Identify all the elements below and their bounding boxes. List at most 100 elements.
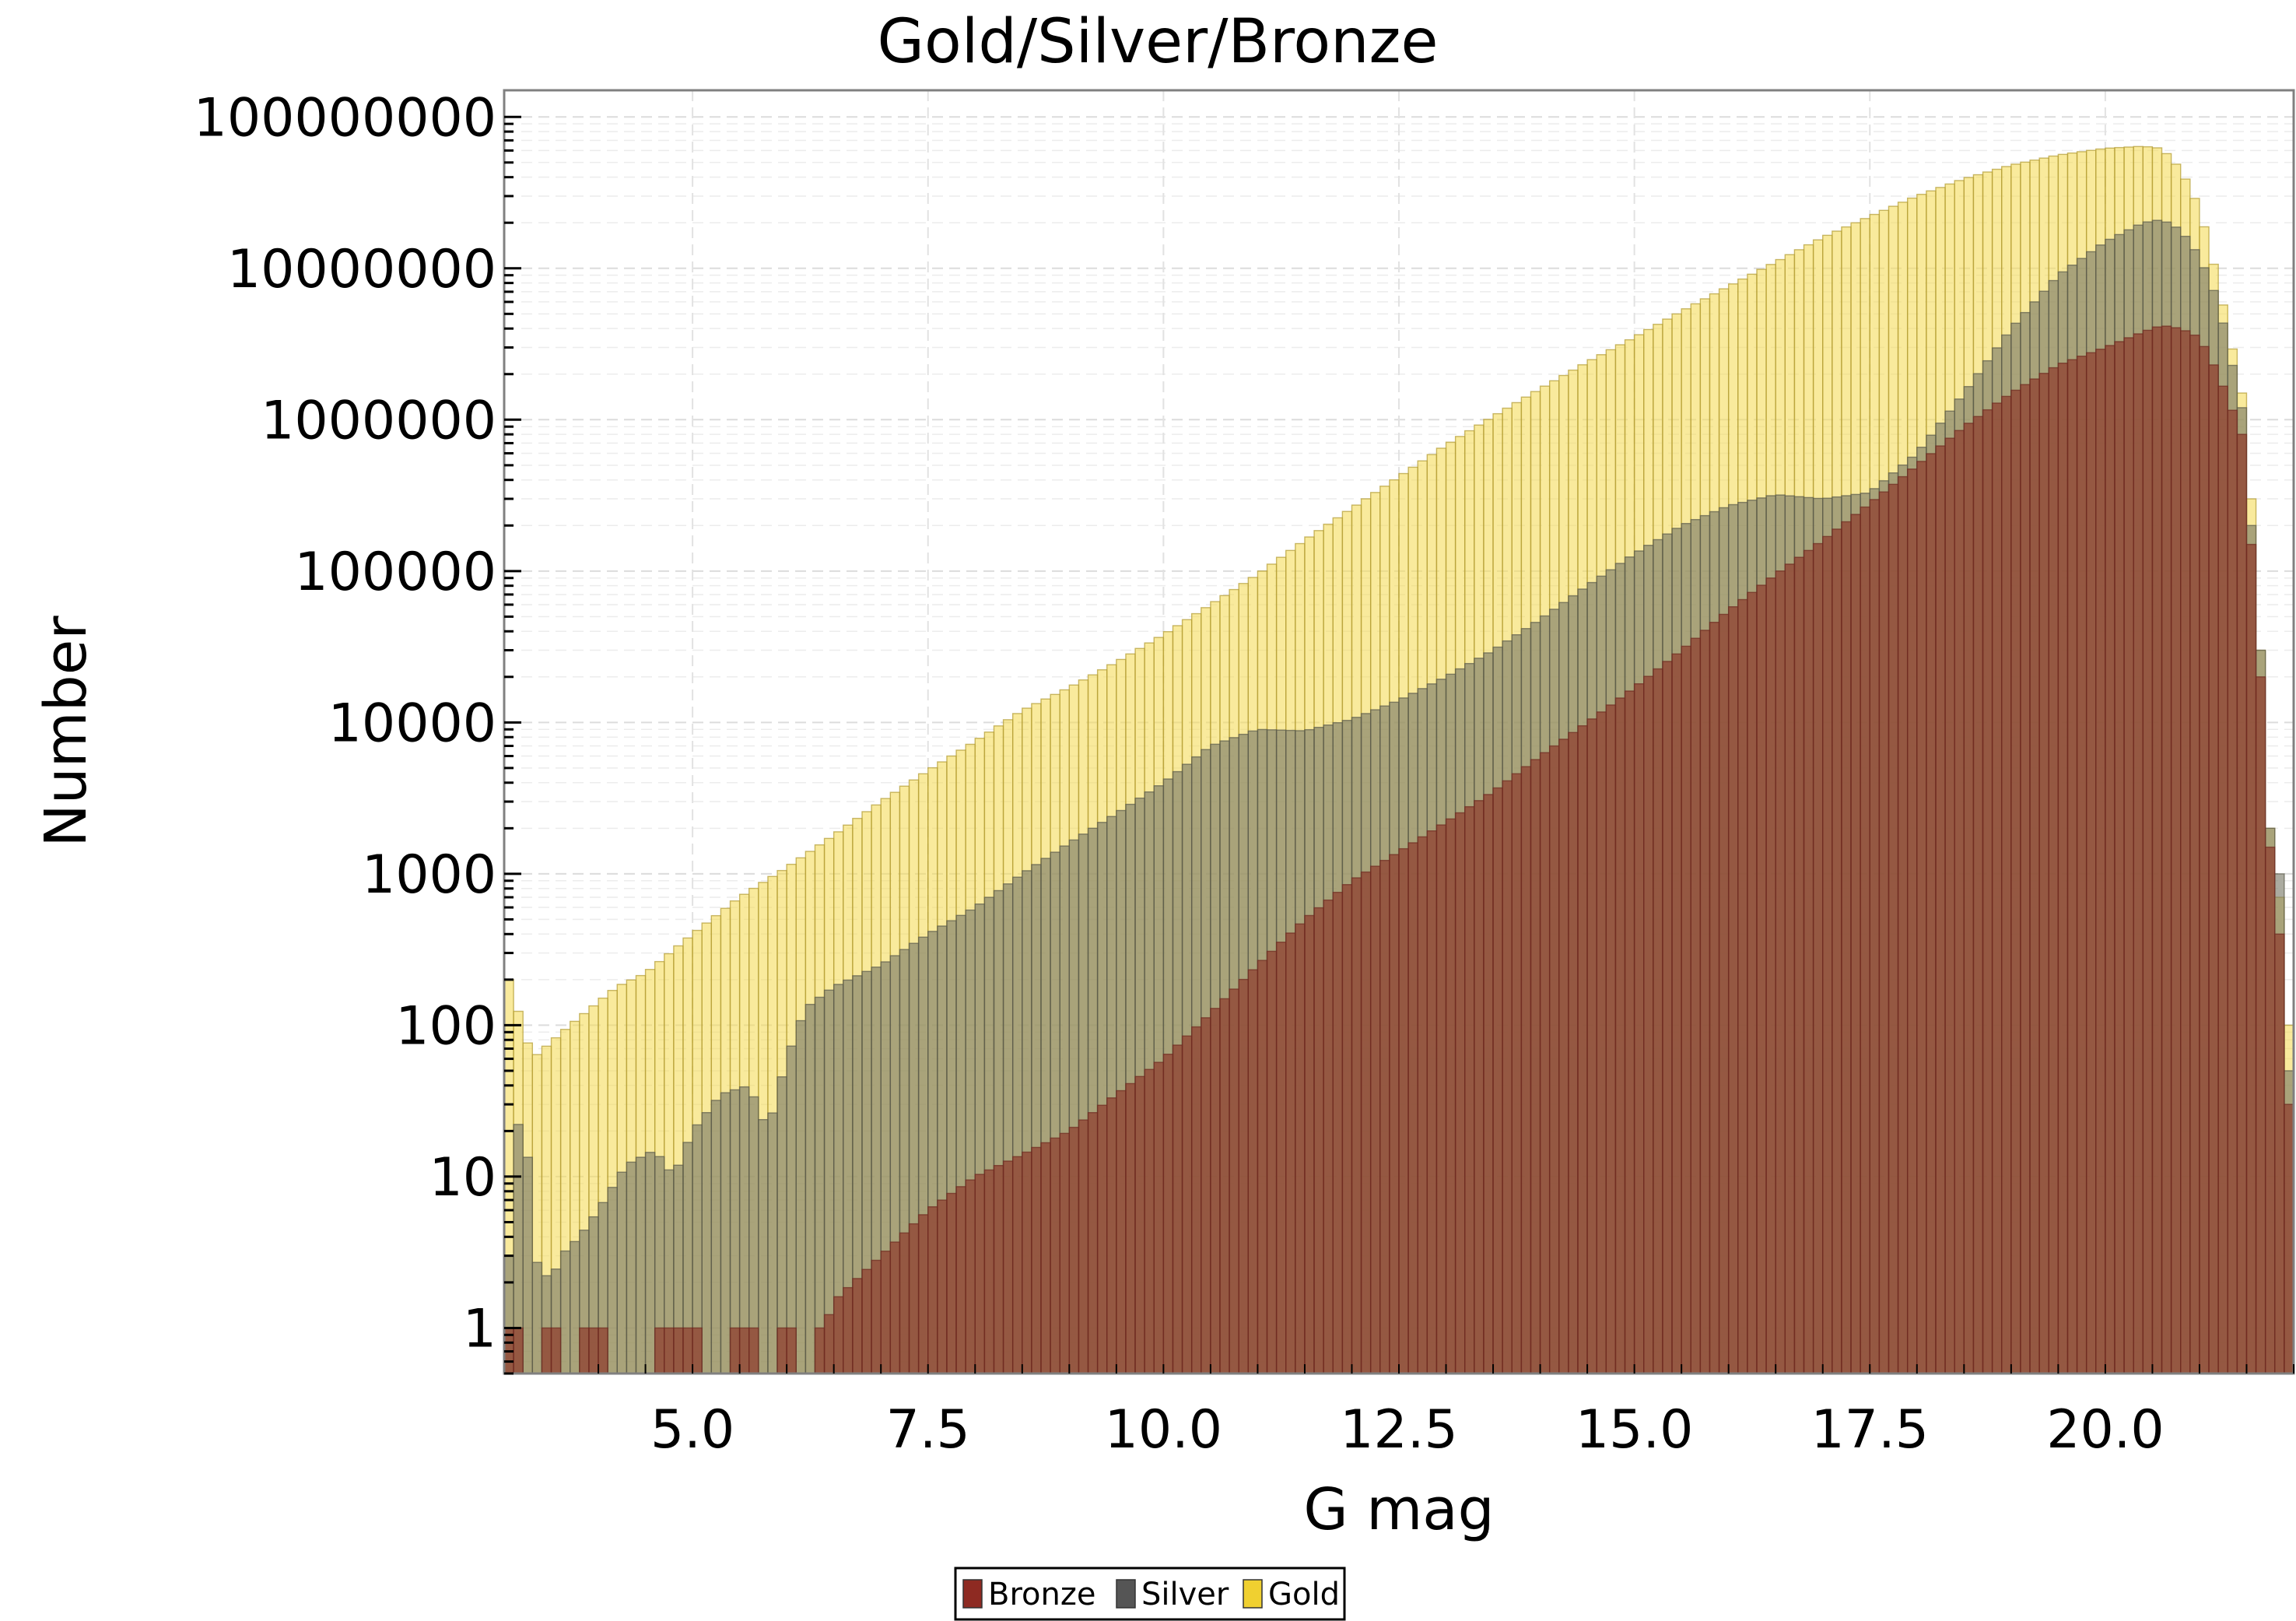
bar-bronze bbox=[2284, 1103, 2294, 1374]
bar-bronze bbox=[2227, 409, 2238, 1374]
bar-bronze bbox=[927, 1206, 938, 1374]
bar-bronze bbox=[2199, 346, 2210, 1374]
bar-bronze bbox=[1435, 824, 1447, 1374]
bar-bronze bbox=[673, 1327, 684, 1374]
bar-bronze bbox=[1916, 461, 1927, 1374]
bar-bronze bbox=[1633, 683, 1645, 1374]
bar-bronze bbox=[1935, 445, 1946, 1374]
bar-bronze bbox=[823, 1314, 835, 1374]
bar-bronze bbox=[1464, 805, 1475, 1374]
bar-silver bbox=[531, 1261, 543, 1374]
bar-bronze bbox=[1351, 877, 1362, 1374]
bar-bronze bbox=[1040, 1142, 1051, 1374]
bar-bronze bbox=[1417, 836, 1428, 1374]
bar-bronze bbox=[2264, 846, 2276, 1374]
bar-bronze bbox=[2066, 359, 2078, 1374]
bar-bronze bbox=[1181, 1035, 1193, 1374]
bar-bronze bbox=[2208, 364, 2219, 1374]
bar-bronze bbox=[814, 1327, 826, 1374]
x-tick-label: 20.0 bbox=[2046, 1399, 2164, 1461]
bar-bronze bbox=[2245, 543, 2257, 1374]
bar-bronze bbox=[2010, 389, 2021, 1374]
bar-silver bbox=[767, 1112, 778, 1374]
bar-bronze bbox=[1238, 978, 1250, 1374]
bar-bronze bbox=[1172, 1044, 1183, 1374]
legend-label-gold: Gold bbox=[1268, 1577, 1340, 1612]
bar-bronze bbox=[974, 1174, 986, 1374]
bar-bronze bbox=[1822, 535, 1833, 1374]
bar-bronze bbox=[664, 1327, 675, 1374]
bar-bronze bbox=[1229, 988, 1239, 1374]
bar-bronze bbox=[1709, 621, 1720, 1374]
bar-bronze bbox=[598, 1327, 608, 1374]
y-tick-label: 10000 bbox=[328, 693, 496, 754]
bar-bronze bbox=[1972, 416, 1984, 1374]
x-tick-label: 17.5 bbox=[1811, 1399, 1929, 1461]
bar-bronze bbox=[1304, 914, 1315, 1374]
bar-bronze bbox=[1116, 1089, 1127, 1374]
bar-bronze bbox=[1190, 1026, 1202, 1374]
bar-bronze bbox=[1050, 1137, 1060, 1374]
bar-bronze bbox=[993, 1165, 1004, 1374]
bar-bronze bbox=[1614, 697, 1626, 1374]
bar-bronze bbox=[2180, 330, 2191, 1374]
bar-silver bbox=[635, 1156, 647, 1374]
bar-bronze bbox=[1671, 653, 1682, 1374]
bar-bronze bbox=[2133, 333, 2144, 1374]
bar-silver bbox=[795, 1019, 807, 1374]
bar-bronze bbox=[1219, 998, 1230, 1374]
bar-bronze bbox=[1360, 871, 1372, 1374]
bar-bronze bbox=[682, 1327, 693, 1374]
bar-bronze bbox=[1596, 711, 1607, 1374]
bar-bronze bbox=[1474, 800, 1485, 1374]
bar-bronze bbox=[1850, 514, 1861, 1374]
bar-bronze bbox=[1775, 570, 1786, 1374]
bar-bronze bbox=[1341, 884, 1353, 1374]
bar-bronze bbox=[899, 1232, 910, 1374]
bar-bronze bbox=[1727, 606, 1739, 1374]
y-tick-label: 100000000 bbox=[194, 87, 496, 149]
bar-bronze bbox=[2020, 384, 2031, 1374]
bar-bronze bbox=[2085, 352, 2097, 1374]
bar-bronze bbox=[1153, 1061, 1165, 1374]
bar-bronze bbox=[1568, 732, 1579, 1374]
bar-bronze bbox=[2274, 933, 2285, 1374]
bar-bronze bbox=[1605, 704, 1617, 1374]
bar-bronze bbox=[1106, 1097, 1117, 1374]
bar-bronze bbox=[2255, 676, 2266, 1374]
bar-bronze bbox=[692, 1327, 703, 1374]
legend-swatch-silver bbox=[1116, 1579, 1136, 1609]
bar-silver bbox=[570, 1240, 580, 1374]
bar-bronze bbox=[1257, 960, 1268, 1374]
legend-frame bbox=[954, 1567, 1346, 1621]
bar-bronze bbox=[2057, 362, 2069, 1374]
bar-bronze bbox=[1022, 1151, 1032, 1374]
y-tick-label: 1000000 bbox=[261, 390, 496, 451]
bar-silver bbox=[522, 1156, 534, 1374]
y-tick-label: 1000 bbox=[362, 844, 496, 906]
bar-bronze bbox=[1558, 739, 1569, 1374]
y-axis-label: Number bbox=[33, 616, 100, 847]
x-tick-label: 5.0 bbox=[650, 1399, 734, 1461]
bar-bronze bbox=[1954, 430, 1965, 1374]
bar-bronze bbox=[946, 1192, 957, 1374]
bar-bronze bbox=[1653, 668, 1663, 1374]
bar-bronze bbox=[2151, 326, 2163, 1374]
bar-bronze bbox=[588, 1327, 599, 1374]
bar-bronze bbox=[2038, 373, 2049, 1374]
bar-bronze bbox=[1643, 675, 1654, 1374]
bar-bronze bbox=[880, 1251, 892, 1374]
bar-bronze bbox=[1888, 483, 1899, 1374]
bar-silver bbox=[616, 1171, 628, 1374]
bar-bronze bbox=[1832, 528, 1842, 1374]
bar-bronze bbox=[1398, 847, 1409, 1374]
bar-bronze bbox=[871, 1259, 882, 1374]
bar-silver bbox=[720, 1092, 731, 1374]
bar-bronze bbox=[1454, 812, 1466, 1374]
y-tick-label: 10 bbox=[429, 1147, 496, 1209]
bar-bronze bbox=[748, 1327, 759, 1374]
bar-bronze bbox=[1285, 932, 1296, 1374]
bar-bronze bbox=[1144, 1068, 1155, 1374]
bar-bronze bbox=[550, 1327, 562, 1374]
